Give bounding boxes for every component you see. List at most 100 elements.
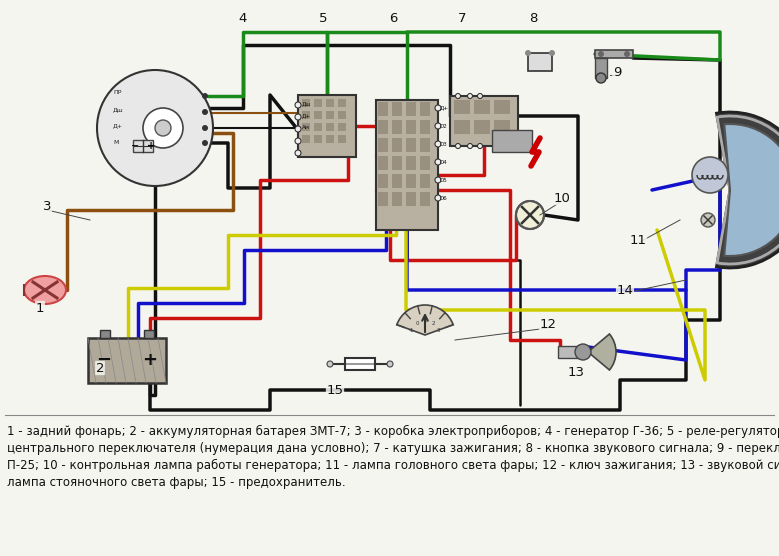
Bar bbox=[474, 100, 490, 114]
Circle shape bbox=[456, 143, 460, 148]
Circle shape bbox=[624, 51, 630, 57]
Bar bbox=[450, 96, 518, 146]
Bar bbox=[558, 346, 580, 358]
Bar bbox=[133, 140, 153, 152]
Bar bbox=[378, 156, 388, 170]
Text: Ам: Ам bbox=[302, 125, 310, 130]
Ellipse shape bbox=[24, 276, 66, 304]
Bar bbox=[326, 135, 334, 143]
Text: ПР: ПР bbox=[113, 91, 122, 96]
Circle shape bbox=[435, 105, 441, 111]
Bar bbox=[420, 174, 430, 188]
Text: 5: 5 bbox=[319, 12, 327, 24]
Text: 1: 1 bbox=[423, 319, 427, 324]
Text: 12: 12 bbox=[540, 319, 556, 331]
Circle shape bbox=[516, 201, 544, 229]
Text: 10: 10 bbox=[554, 191, 570, 205]
Text: М: М bbox=[113, 140, 118, 145]
Text: О4: О4 bbox=[440, 160, 448, 165]
Circle shape bbox=[467, 93, 473, 98]
Circle shape bbox=[467, 143, 473, 148]
Bar bbox=[314, 99, 322, 107]
Circle shape bbox=[202, 93, 208, 99]
Bar bbox=[378, 120, 388, 134]
Text: О3: О3 bbox=[440, 141, 448, 146]
Circle shape bbox=[525, 50, 531, 56]
Bar bbox=[314, 135, 322, 143]
Bar bbox=[314, 111, 322, 119]
Bar bbox=[494, 100, 510, 114]
Circle shape bbox=[295, 114, 301, 120]
Text: 8: 8 bbox=[529, 12, 538, 24]
Wedge shape bbox=[724, 124, 779, 256]
Bar bbox=[595, 58, 607, 78]
Bar bbox=[420, 156, 430, 170]
Text: +: + bbox=[143, 351, 157, 369]
Text: О6: О6 bbox=[440, 196, 448, 201]
Bar bbox=[338, 135, 346, 143]
Bar bbox=[298, 95, 356, 157]
Circle shape bbox=[478, 143, 482, 148]
Circle shape bbox=[456, 93, 460, 98]
Bar bbox=[420, 138, 430, 152]
Circle shape bbox=[202, 109, 208, 115]
Bar bbox=[454, 120, 470, 134]
Bar bbox=[406, 120, 416, 134]
Text: Д+: Д+ bbox=[113, 123, 123, 128]
Bar bbox=[378, 192, 388, 206]
Text: 4: 4 bbox=[239, 12, 247, 24]
Bar bbox=[144, 330, 154, 338]
Bar bbox=[392, 174, 402, 188]
Bar bbox=[314, 123, 322, 131]
Text: 3: 3 bbox=[43, 201, 51, 214]
Bar bbox=[392, 192, 402, 206]
Circle shape bbox=[549, 50, 555, 56]
Bar bbox=[392, 156, 402, 170]
Circle shape bbox=[202, 140, 208, 146]
Text: 7: 7 bbox=[458, 12, 467, 24]
Circle shape bbox=[435, 159, 441, 165]
Text: 6: 6 bbox=[389, 12, 397, 24]
Bar bbox=[345, 358, 375, 370]
Bar bbox=[528, 53, 552, 71]
Circle shape bbox=[295, 126, 301, 132]
Bar bbox=[302, 135, 310, 143]
Bar bbox=[420, 120, 430, 134]
Circle shape bbox=[295, 150, 301, 156]
Bar bbox=[392, 120, 402, 134]
Bar bbox=[326, 99, 334, 107]
Text: −: − bbox=[97, 351, 111, 369]
Text: Дш: Дш bbox=[302, 101, 312, 106]
Bar bbox=[406, 156, 416, 170]
Bar bbox=[474, 120, 490, 134]
Circle shape bbox=[143, 108, 183, 148]
Text: +: + bbox=[147, 141, 155, 151]
Circle shape bbox=[598, 51, 604, 57]
Circle shape bbox=[295, 102, 301, 108]
Wedge shape bbox=[397, 305, 453, 335]
Bar bbox=[326, 123, 334, 131]
Bar bbox=[302, 111, 310, 119]
Bar bbox=[338, 123, 346, 131]
Circle shape bbox=[202, 125, 208, 131]
Text: Д+: Д+ bbox=[440, 106, 449, 111]
Circle shape bbox=[575, 344, 591, 360]
Bar bbox=[100, 330, 110, 338]
Circle shape bbox=[327, 361, 333, 367]
Text: 9: 9 bbox=[613, 66, 621, 78]
Bar bbox=[406, 174, 416, 188]
Text: 2: 2 bbox=[96, 361, 104, 375]
Bar bbox=[406, 138, 416, 152]
Bar bbox=[595, 50, 633, 58]
Wedge shape bbox=[588, 334, 616, 370]
Text: 15: 15 bbox=[326, 384, 344, 396]
Bar bbox=[406, 192, 416, 206]
Circle shape bbox=[295, 138, 301, 144]
Text: -1: -1 bbox=[409, 327, 414, 332]
Text: 1: 1 bbox=[36, 301, 44, 315]
Text: Дш: Дш bbox=[113, 107, 124, 112]
Bar bbox=[302, 99, 310, 107]
Circle shape bbox=[701, 213, 715, 227]
Bar bbox=[392, 138, 402, 152]
Bar bbox=[376, 100, 438, 230]
